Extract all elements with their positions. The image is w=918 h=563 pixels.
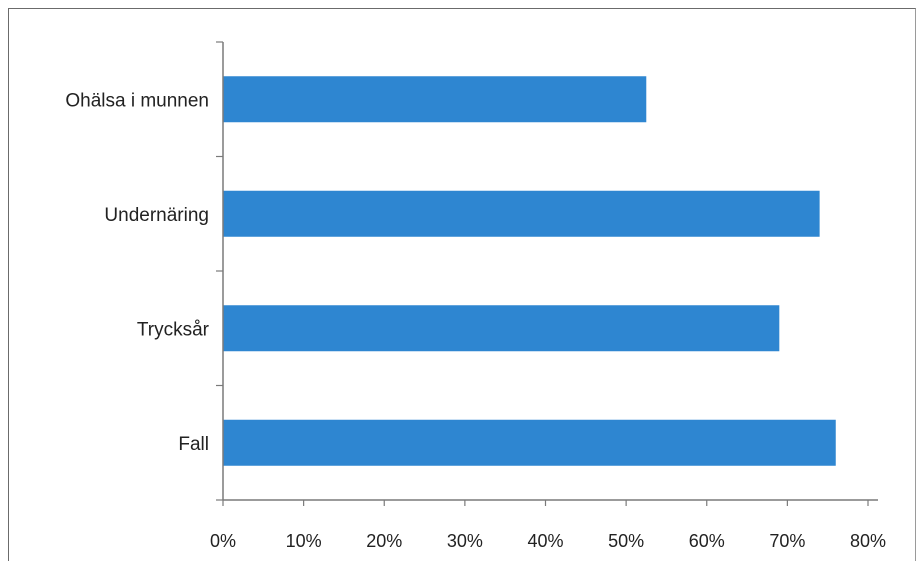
x-tick-label-3: 30% xyxy=(447,531,483,551)
bar-3 xyxy=(223,419,836,466)
category-label-1: Undernäring xyxy=(104,205,209,226)
x-tick-label-2: 20% xyxy=(366,531,402,551)
category-labels: Ohälsa i munnen Undernäring Trycksår Fall xyxy=(65,90,209,455)
x-tick-label-7: 70% xyxy=(769,531,805,551)
x-tick-label-5: 50% xyxy=(608,531,644,551)
category-label-3: Fall xyxy=(178,434,209,455)
x-tick-label-6: 60% xyxy=(689,531,725,551)
x-tick-label-4: 40% xyxy=(527,531,563,551)
bar-0 xyxy=(223,76,647,123)
x-tick-label-1: 10% xyxy=(286,531,322,551)
x-tick-label-0: 0% xyxy=(210,531,236,551)
axes-group xyxy=(216,41,878,506)
category-label-0: Ohälsa i munnen xyxy=(65,90,209,111)
bar-1 xyxy=(223,190,820,237)
x-tick-labels: 0% 10% 20% 30% 40% 50% 60% 70% 80% xyxy=(210,531,886,551)
category-label-2: Trycksår xyxy=(137,319,210,340)
x-tick-label-8: 80% xyxy=(850,531,886,551)
bar-2 xyxy=(223,305,780,352)
bars-group xyxy=(223,76,836,466)
